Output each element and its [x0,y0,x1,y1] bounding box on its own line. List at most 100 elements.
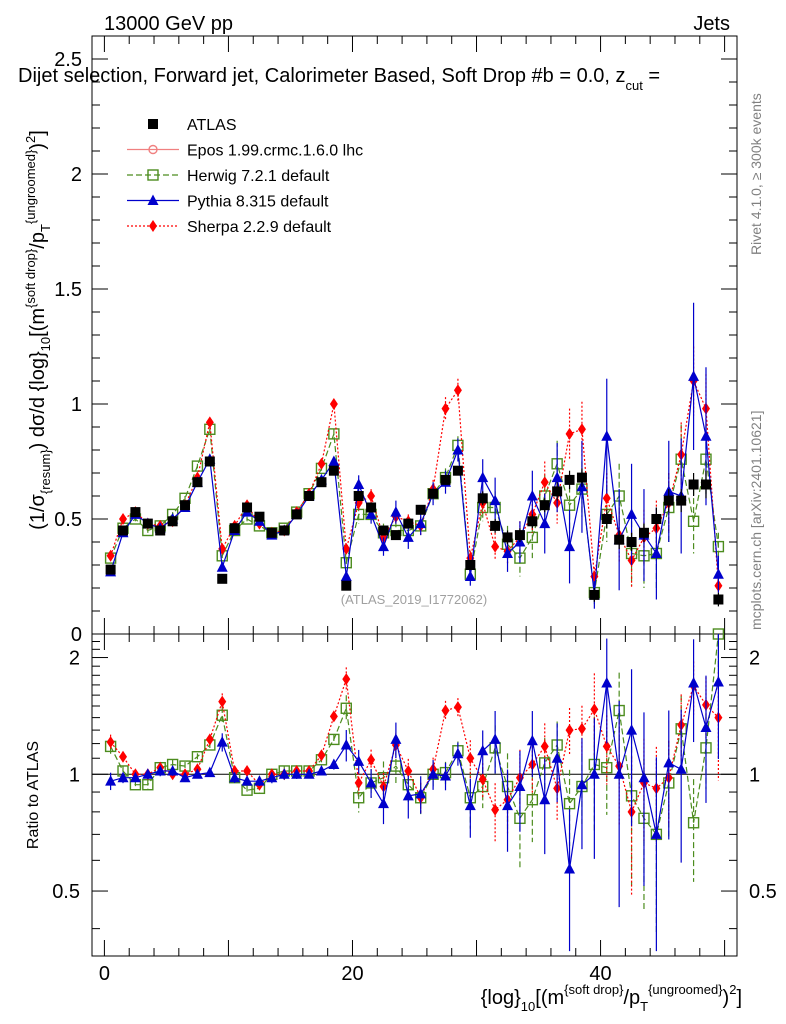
data-point-sherpa [367,490,376,502]
data-point-data [142,518,153,529]
ratio-panel: 0 20 400.5 0.51 12 2 [52,36,777,985]
ratio-point-sherpa [491,803,500,816]
data-point-pythia [390,506,402,517]
data-point-data [539,500,550,511]
ratio-point-pythia [539,793,551,805]
series-line-pythia [110,376,719,595]
data-point-pythia [526,490,538,501]
ratio-plot-frame [91,633,738,957]
ratio-point-pythia [402,789,414,801]
ratio-point-pythia [712,675,724,687]
ratio-point-pythia [278,768,290,779]
data-point-data [328,465,339,476]
data-point-pythia [452,444,464,455]
ratio-point-pythia [179,771,191,783]
legend-marker-sherpa [149,220,157,232]
data-point-sherpa [106,549,115,562]
ratio-point-pythia [167,764,179,776]
data-point-data [390,530,401,541]
data-point-data [192,477,203,488]
data-point-pythia [415,517,427,529]
rivet-version-label: Rivet 4.1.0, ≥ 300k events [748,93,764,255]
data-point-data [452,465,463,476]
legend-marker-data [148,119,158,129]
data-point-data [700,479,711,490]
ratio-point-pythia [129,771,141,783]
ratio-point-pythia [229,771,241,783]
ratio-point-pythia [315,764,327,776]
data-point-data [378,525,389,536]
data-point-data [589,589,600,600]
y-tick-label: 1.5 [54,279,82,301]
x-tick-label: 20 [341,963,363,985]
x-tick-label: 0 [99,963,110,985]
analysis-watermark: (ATLAS_2019_I1772062) [341,592,487,607]
ratio-point-pythia [526,734,538,746]
ratio-point-pythia [576,778,588,790]
main-y-axis-label: (1/σ{resum}) dσ/d {log}10[(m{soft drop}/… [23,130,53,530]
data-point-data [626,537,637,547]
data-point-herwig [712,540,725,553]
data-point-pythia [353,478,365,489]
ratio-point-sherpa [317,749,326,762]
data-point-data [366,502,377,513]
ratio-point-sherpa [478,773,487,786]
plot-title: Dijet selection, Forward jet, Calorimete… [18,65,660,93]
y-tick-label: 0 [71,624,82,646]
ratio-point-pythia [415,787,427,799]
data-point-data [564,474,575,485]
ratio-point-pythia [638,771,650,783]
ratio-point-pythia [650,828,662,839]
data-point-data [304,491,315,501]
ratio-point-pythia [464,799,476,811]
data-point-pythia [539,517,551,529]
ratio-y-tick-label-left: 2 [69,648,80,670]
data-point-data [614,534,625,545]
ratio-point-pythia [291,768,303,779]
ratio-point-sherpa [230,764,239,777]
data-point-sherpa [540,476,549,489]
data-point-data [266,527,277,538]
data-point-data [502,532,513,543]
ratio-point-pythia [266,771,278,783]
data-point-sherpa [602,492,611,505]
ratio-point-sherpa [342,673,351,686]
data-point-data [291,509,302,520]
legend: ATLAS Epos 1.99.crmc.1.6.0 lhc Herwig 7.2.… [127,117,363,236]
data-point-pythia [365,508,377,519]
ratio-point-sherpa [119,750,128,763]
data-point-pythia [601,430,613,441]
data-point-data [527,516,538,527]
ratio-point-pythia [477,744,489,756]
legend-marker-pythia [147,194,159,205]
ratio-point-herwig [563,797,576,810]
data-point-data [242,502,253,513]
data-point-data [204,456,215,467]
ratio-point-pythia [626,724,638,735]
data-point-data [341,580,352,591]
ratio-point-pythia [564,862,576,874]
ratio-point-herwig [340,702,352,714]
ratio-point-sherpa [106,736,115,749]
data-point-data [601,514,612,524]
ratio-point-sherpa [466,752,475,765]
series-line-sherpa [110,378,719,586]
ratio-point-pythia [340,738,352,750]
ratio-point-pythia [427,768,439,779]
data-point-data [638,527,649,538]
ratio-y-tick-label-right: 1 [749,764,760,786]
data-point-pythia [626,508,638,519]
ratio-point-pythia [688,676,700,688]
ratio-y-tick-label-left: 0.5 [52,881,80,903]
data-point-data [130,507,141,518]
data-point-sherpa [119,513,128,525]
data-point-data [676,495,687,506]
data-point-data [316,477,327,488]
data-point-sherpa [317,457,326,470]
data-point-sherpa [491,540,500,553]
ratio-point-sherpa [453,701,462,714]
ratio-point-pythia [241,775,253,786]
data-point-sherpa [205,416,214,429]
ratio-line-pythia [110,681,719,870]
data-point-data [514,530,525,541]
